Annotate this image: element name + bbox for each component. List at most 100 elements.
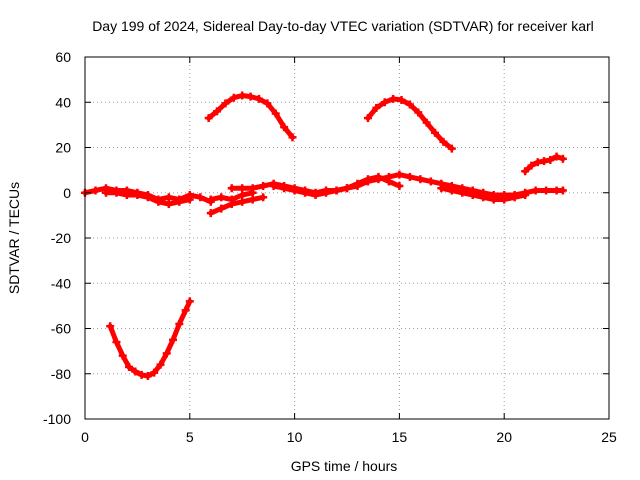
data-point [271,109,280,118]
data-point [280,123,289,132]
data-point [500,195,509,204]
data-point [416,175,425,184]
data-point [259,193,268,202]
data-point [363,175,372,184]
data-point [479,193,488,202]
data-point [133,191,142,200]
data-point [439,137,448,146]
data-point [521,191,530,200]
data-point [238,91,247,100]
data-point [372,103,381,112]
data-point [374,172,383,181]
data-point [542,186,551,195]
y-tick-label: -60 [51,321,71,337]
data-point [254,94,263,103]
data-point [169,335,178,344]
y-tick-label: 40 [55,94,71,110]
data-point [405,172,414,181]
x-tick-label: 10 [287,429,303,445]
data-point [263,99,272,108]
data-point [353,179,362,188]
x-tick-label: 25 [601,429,617,445]
x-tick-label: 15 [392,429,408,445]
data-point [175,319,184,328]
y-tick-label: 20 [55,140,71,156]
data-point [101,188,110,197]
data-point [437,184,446,193]
data-point [384,177,393,186]
data-point [510,193,519,202]
data-point [164,200,173,209]
data-point [143,193,152,202]
data-point [185,195,194,204]
data-point [422,118,431,127]
data-point [322,188,331,197]
x-tick-label: 20 [496,429,512,445]
data-point [527,161,536,170]
data-point [343,184,351,193]
y-tick-label: -40 [51,275,71,291]
data-point [489,195,498,204]
data-point [204,114,213,123]
data-point [122,191,131,200]
data-point [206,209,215,218]
data-point [431,128,440,137]
data-point [414,108,423,117]
data-point [106,322,115,331]
data-point [196,193,205,202]
data-point [546,155,555,164]
data-point [213,107,222,116]
data-point [227,195,236,204]
data-point [558,186,567,195]
data-point [395,181,404,190]
data-point [248,184,257,193]
y-tick-label: 60 [55,49,71,65]
data-point [447,144,456,153]
data-point [221,99,230,108]
data-point [227,184,236,193]
data-point [162,349,171,358]
data-point [206,195,215,204]
chart-title: Day 199 of 2024, Sidereal Day-to-day VTE… [92,18,594,34]
data-point [238,197,247,206]
data-point [290,186,299,195]
data-point [531,186,540,195]
data-point [259,181,268,190]
y-tick-label: -100 [43,411,71,427]
data-point [447,186,456,195]
axis-ticks: 0 5 10 15 20 25 -100 -80 -60 -40 -20 0 20 40 60 [43,49,617,445]
data-point [332,186,341,195]
data-point [185,297,194,306]
data-point [389,94,398,103]
data-point [468,191,477,200]
data-point [280,184,289,193]
data-point [217,204,226,213]
data-point [405,100,414,109]
data-point [118,351,127,360]
data-point [217,193,226,202]
data-point [426,177,435,186]
y-tick-label: -80 [51,366,71,382]
y-tick-label: 0 [63,185,71,201]
data-point [175,197,184,206]
y-tick-label: -20 [51,230,71,246]
data-point [269,181,278,190]
x-axis-label: GPS time / hours [291,458,398,474]
data-point [288,133,297,142]
x-tick-label: 5 [186,429,194,445]
data-point [156,360,165,369]
data-point [558,154,567,163]
data-point [397,95,406,104]
data-point [112,188,121,197]
y-axis-label: SDTVAR / TECUs [6,182,22,294]
data-point [248,195,257,204]
data-point [143,372,152,381]
data-point [238,191,247,200]
data-point [458,188,467,197]
data-point [301,188,310,197]
data-point [363,114,372,123]
data-point [125,362,134,371]
data-point [131,367,140,376]
x-tick-label: 0 [81,429,89,445]
